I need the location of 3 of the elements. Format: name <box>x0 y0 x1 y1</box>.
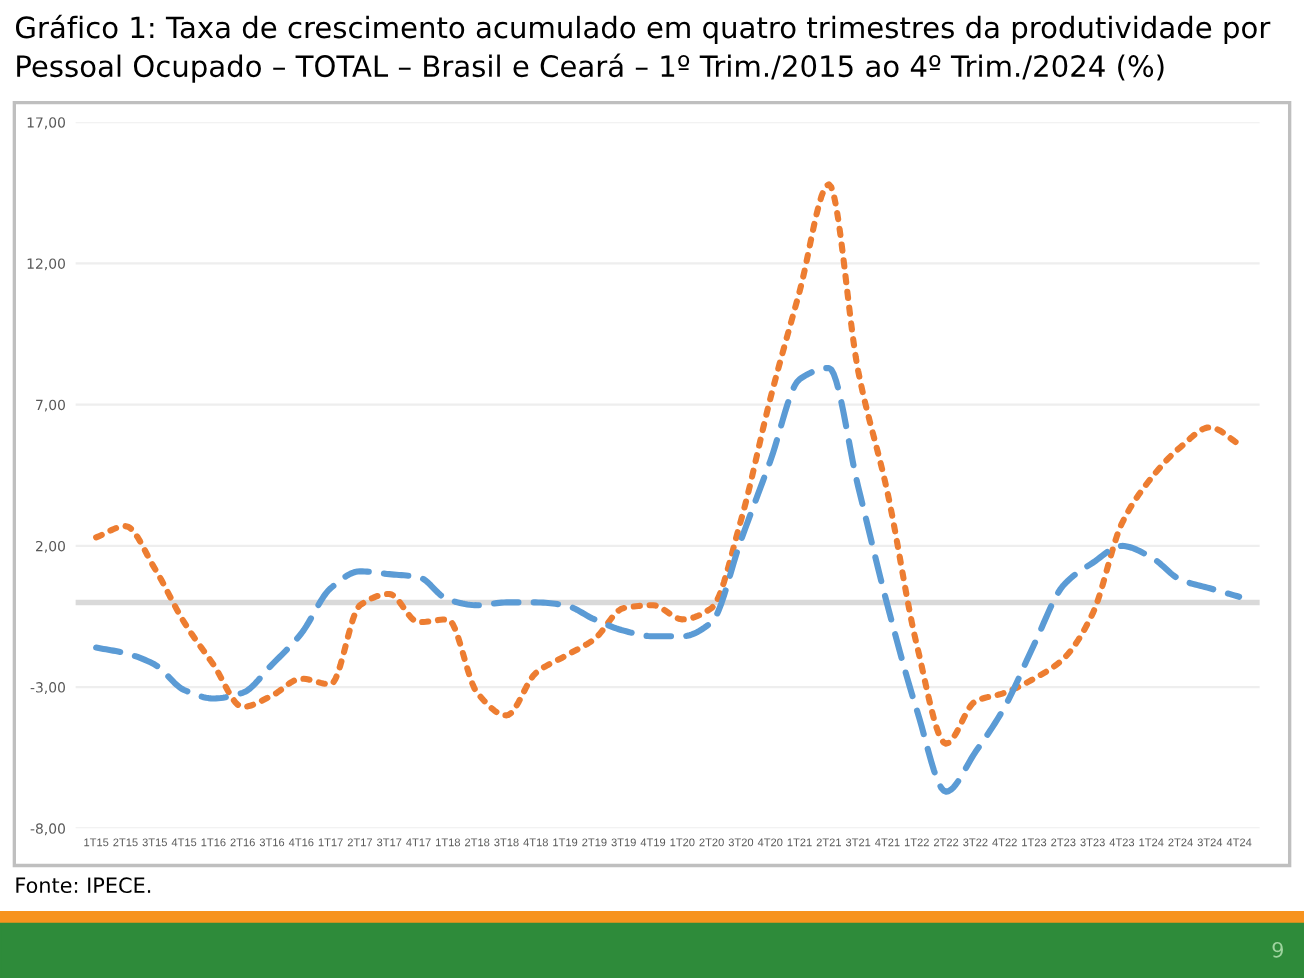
chart-title: Gráfico 1: Taxa de crescimento acumulado em quatro trimestres da produtividade por Pessoal Ocupado – TOTAL – Brasil e Ceará – 1º Trim./2015 ao 4º Trim./2024 (%) <box>15 14 1271 83</box>
text: 9 <box>1272 941 1283 958</box>
source-note: Fonte: IPECE. <box>16 877 151 894</box>
